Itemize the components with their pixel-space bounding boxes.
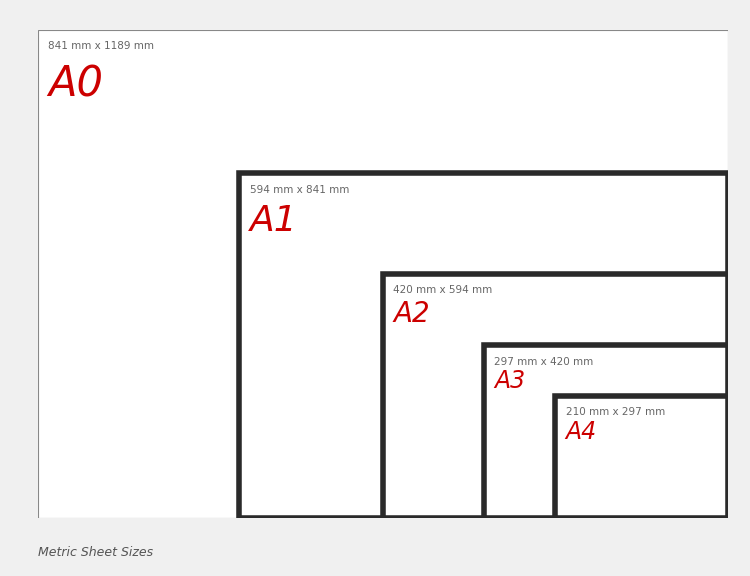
Text: 594 mm x 841 mm: 594 mm x 841 mm	[250, 184, 350, 195]
Text: 420 mm x 594 mm: 420 mm x 594 mm	[393, 286, 493, 295]
Bar	[494, 356, 738, 528]
Bar	[555, 396, 728, 518]
Bar	[382, 274, 728, 518]
Text: A3: A3	[494, 369, 525, 393]
Text: 297 mm x 420 mm: 297 mm x 420 mm	[494, 357, 593, 367]
Bar	[566, 406, 738, 528]
Text: 841 mm x 1189 mm: 841 mm x 1189 mm	[48, 41, 154, 51]
Text: A4: A4	[566, 420, 597, 444]
Text: 210 mm x 297 mm: 210 mm x 297 mm	[566, 407, 664, 418]
Bar	[484, 345, 728, 518]
Bar	[239, 173, 728, 518]
Bar	[250, 183, 738, 528]
Bar	[393, 285, 738, 528]
Text: A2: A2	[393, 300, 430, 328]
Text: A0: A0	[48, 63, 103, 105]
Text: A1: A1	[250, 203, 298, 237]
Text: Metric Sheet Sizes: Metric Sheet Sizes	[38, 545, 153, 559]
